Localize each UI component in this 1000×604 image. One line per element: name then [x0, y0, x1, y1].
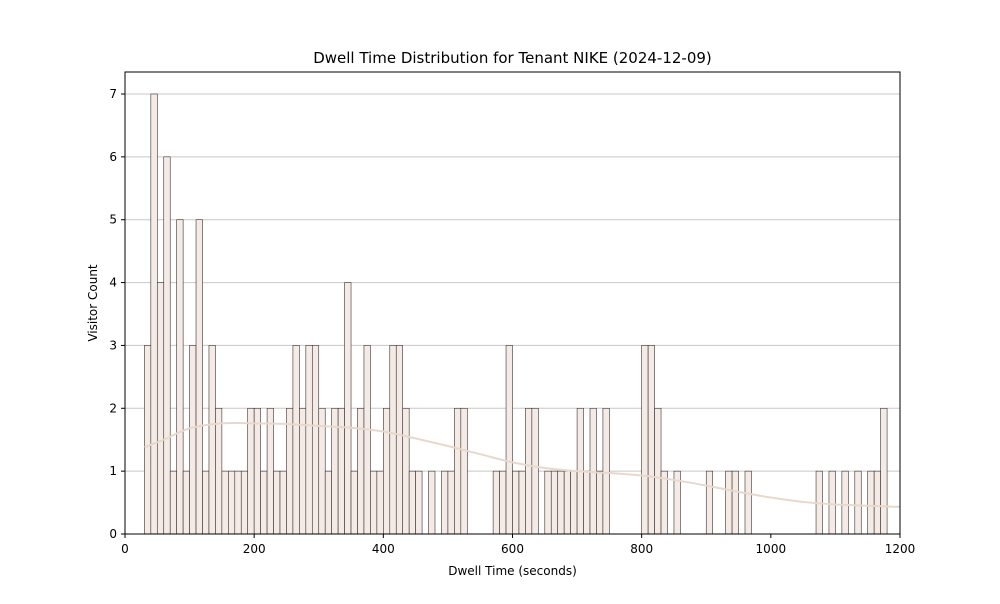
- histogram-bar: [363, 345, 371, 535]
- histogram-bars: [144, 93, 888, 535]
- histogram-bar: [731, 470, 739, 535]
- histogram-bar: [570, 470, 578, 535]
- histogram-bar: [647, 345, 655, 535]
- histogram-bar: [660, 470, 668, 535]
- x-tick-label: 400: [372, 542, 395, 556]
- histogram-bar: [215, 407, 223, 535]
- x-tick-label: 1200: [885, 542, 916, 556]
- chart-title: Dwell Time Distribution for Tenant NIKE …: [313, 49, 712, 67]
- histogram-bar: [344, 282, 352, 535]
- histogram-bar: [563, 470, 571, 535]
- histogram-bar: [169, 470, 177, 535]
- histogram-bar: [221, 470, 229, 535]
- histogram-bar: [415, 470, 423, 535]
- histogram-bar: [428, 470, 436, 535]
- histogram-bar: [292, 345, 300, 535]
- histogram-bar: [195, 219, 203, 535]
- y-tick-label: 6: [109, 150, 117, 164]
- x-tick-label: 800: [630, 542, 653, 556]
- histogram-bar: [454, 407, 462, 535]
- histogram-bar: [557, 470, 565, 535]
- y-tick-label: 1: [109, 464, 117, 478]
- x-tick-label: 1000: [756, 542, 787, 556]
- histogram-bar: [389, 345, 397, 535]
- histogram-bar: [266, 407, 274, 535]
- y-axis-label: Visitor Count: [86, 264, 100, 342]
- histogram-bar: [518, 470, 526, 535]
- histogram-bar: [370, 470, 378, 535]
- histogram-bar: [654, 407, 662, 535]
- histogram-bar: [234, 470, 242, 535]
- histogram-bar: [512, 470, 520, 535]
- histogram-bar: [228, 470, 236, 535]
- histogram-bar: [408, 470, 416, 535]
- histogram-bar: [828, 470, 836, 535]
- x-axis-ticks: 0 200 400 600 800 1000 1200: [121, 534, 915, 556]
- histogram-bar: [531, 407, 539, 535]
- kde-curve: [144, 421, 901, 508]
- histogram-bar: [357, 407, 365, 535]
- histogram-bar: [305, 345, 313, 535]
- histogram-bar: [583, 470, 591, 535]
- histogram-bar: [202, 470, 210, 535]
- histogram-bar: [247, 407, 255, 535]
- histogram-bar: [260, 470, 268, 535]
- histogram-bar: [867, 470, 875, 535]
- y-tick-label: 0: [109, 527, 117, 541]
- histogram-bar: [550, 470, 559, 535]
- histogram-bar: [156, 282, 165, 535]
- histogram-bar: [208, 345, 216, 535]
- histogram-bar: [880, 407, 888, 535]
- histogram-bar: [350, 470, 358, 535]
- y-tick-label: 4: [109, 276, 117, 290]
- x-tick-label: 200: [243, 542, 266, 556]
- histogram-bar: [525, 407, 533, 535]
- x-tick-label: 0: [121, 542, 129, 556]
- histogram-bar: [441, 470, 449, 535]
- histogram-bar: [182, 470, 190, 535]
- histogram-bar: [544, 470, 552, 535]
- histogram-bar: [163, 156, 171, 535]
- histogram-bar: [596, 470, 604, 535]
- histogram-bar: [273, 470, 281, 535]
- histogram-bar: [376, 470, 384, 535]
- histogram-bar: [324, 470, 332, 535]
- histogram-bar: [505, 345, 513, 535]
- histogram-bar: [240, 470, 249, 535]
- x-tick-label: 600: [501, 542, 524, 556]
- histogram-bar: [447, 470, 455, 535]
- histogram-bar: [279, 470, 287, 535]
- y-axis-ticks: 0 1 2 3 4 5 6 7: [109, 87, 125, 541]
- histogram-bar: [176, 219, 184, 535]
- histogram-bar: [841, 470, 849, 535]
- histogram-bar: [253, 407, 261, 535]
- histogram-bar: [144, 345, 152, 535]
- y-tick-label: 2: [109, 401, 117, 415]
- histogram-bar: [150, 93, 158, 535]
- x-axis-label: Dwell Time (seconds): [448, 564, 577, 578]
- histogram-bar: [383, 407, 391, 535]
- histogram-bar: [705, 470, 714, 535]
- histogram-bar: [311, 345, 320, 535]
- histogram-bar: [189, 345, 197, 535]
- histogram-bar: [460, 407, 468, 535]
- histogram-bar: [286, 407, 294, 535]
- histogram-bar: [402, 407, 410, 535]
- y-tick-label: 5: [109, 213, 117, 227]
- histogram-bar: [395, 345, 404, 535]
- histogram-bar: [299, 407, 307, 535]
- histogram-bar: [492, 470, 500, 535]
- y-tick-label: 3: [109, 338, 117, 352]
- histogram-bar: [854, 470, 862, 535]
- histogram-bar: [725, 470, 733, 535]
- histogram-bar: [744, 470, 752, 535]
- histogram-bar: [499, 470, 507, 535]
- y-tick-label: 7: [109, 87, 117, 101]
- histogram-bar: [602, 407, 610, 535]
- histogram-bar: [641, 345, 649, 535]
- histogram-bar: [873, 470, 881, 535]
